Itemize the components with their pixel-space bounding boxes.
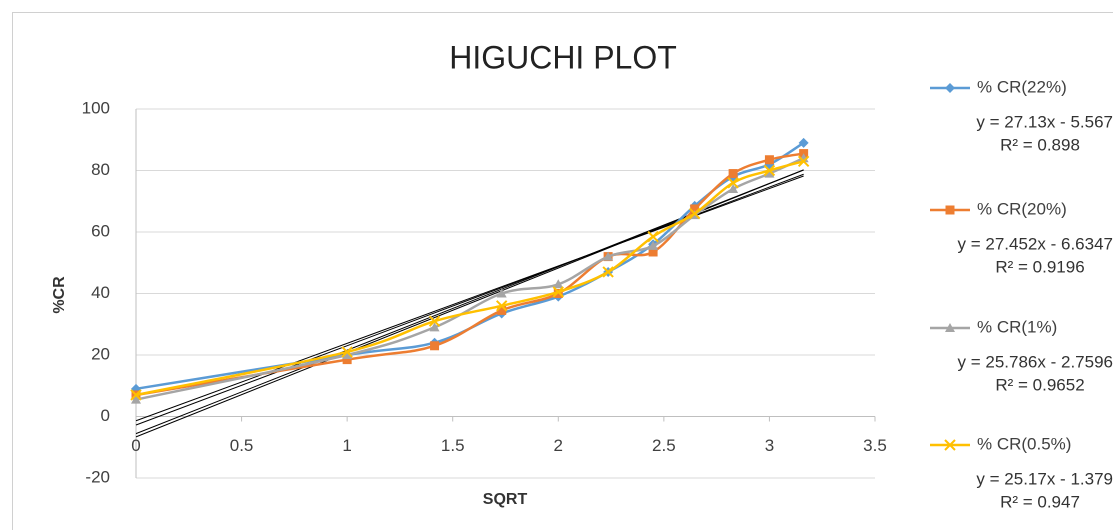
trend-equation: y = 27.452x - 6.6347: [958, 234, 1113, 253]
x-tick-label: 0.5: [230, 436, 254, 455]
trend-r2: R² = 0.898: [1000, 135, 1080, 154]
marker: [728, 183, 739, 193]
marker: [764, 155, 774, 165]
chart-border: [12, 12, 1113, 530]
marker: [728, 169, 738, 179]
marker: [945, 323, 955, 332]
x-axis-title: SQRT: [483, 491, 528, 508]
legend-label: % CR(0.5%): [977, 434, 1071, 453]
y-tick-label: -20: [85, 467, 110, 486]
trend-equation: y = 25.17x - 1.379: [976, 469, 1113, 488]
x-tick-label: 3.5: [863, 436, 887, 455]
legend-label: % CR(1%): [977, 317, 1057, 336]
marker: [603, 251, 614, 261]
marker: [428, 315, 441, 327]
marker: [342, 350, 353, 359]
marker: [690, 204, 700, 214]
marker: [763, 164, 776, 177]
marker: [495, 300, 508, 312]
legend-label: % CR(22%): [977, 77, 1067, 96]
legend-label: % CR(20%): [977, 199, 1067, 218]
marker: [688, 207, 701, 220]
trend-equation: y = 27.13x - 5.567: [976, 112, 1113, 131]
y-tick-label: 40: [91, 283, 110, 302]
marker: [341, 346, 353, 358]
y-tick-label: 80: [91, 160, 110, 179]
x-tick-label: 0: [131, 436, 140, 455]
marker: [944, 439, 956, 451]
marker: [945, 205, 955, 215]
marker: [131, 394, 141, 404]
y-tick-label: 100: [82, 98, 110, 117]
marker: [130, 389, 142, 401]
marker: [496, 288, 507, 298]
marker: [497, 305, 507, 315]
marker: [647, 230, 659, 243]
trend-equation: y = 25.786x - 2.7596: [958, 352, 1113, 371]
x-tick-label: 1: [342, 436, 351, 455]
marker: [648, 240, 659, 250]
x-tick-label: 2.5: [652, 436, 676, 455]
marker: [648, 247, 658, 257]
marker: [342, 355, 352, 365]
marker: [945, 83, 955, 93]
marker: [429, 322, 440, 332]
trend-r2: R² = 0.9196: [995, 257, 1084, 276]
x-tick-label: 3: [765, 436, 774, 455]
marker: [430, 341, 440, 351]
y-tick-label: 60: [91, 221, 110, 240]
marker: [552, 286, 564, 298]
marker: [797, 155, 810, 167]
y-axis-title: %CR: [51, 276, 68, 314]
marker: [798, 137, 809, 148]
x-tick-label: 1.5: [441, 436, 465, 455]
trend-r2: R² = 0.947: [1000, 492, 1080, 511]
marker: [727, 177, 739, 189]
y-tick-label: 0: [101, 406, 110, 425]
marker: [553, 279, 564, 289]
marker: [553, 289, 563, 298]
trend-r2: R² = 0.9652: [995, 375, 1084, 394]
series-line: [135, 160, 804, 397]
y-tick-label: 20: [91, 344, 110, 363]
marker: [764, 168, 775, 178]
x-tick-label: 2: [554, 436, 563, 455]
chart-title: HIGUCHI PLOT: [449, 39, 677, 75]
marker: [602, 266, 614, 278]
